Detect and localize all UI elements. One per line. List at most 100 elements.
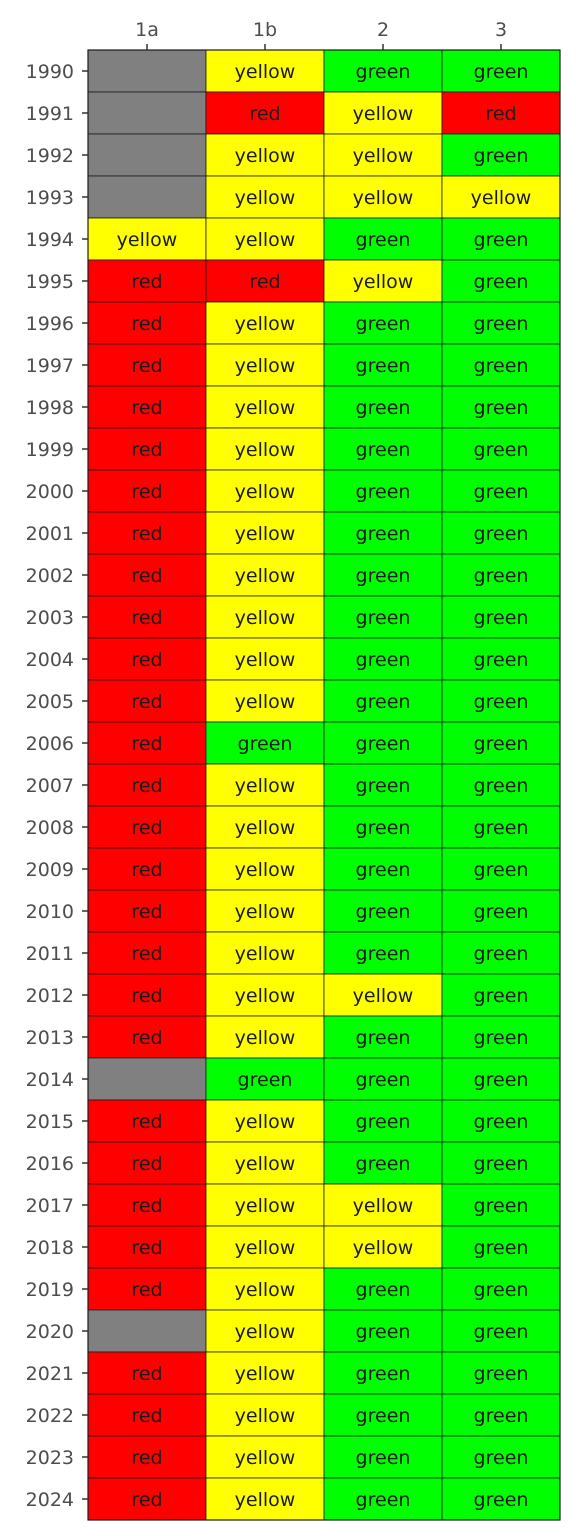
heatmap-cell-2008-1b (205, 805, 325, 849)
cell-label-1990-1b: yellow (235, 61, 296, 83)
cell-label-1996-2: green (356, 313, 411, 335)
heatmap-cell-1996-1b (205, 301, 325, 345)
heatmap-cell-2012-3 (441, 973, 561, 1017)
cell-label-2023-1a: red (131, 1447, 162, 1469)
heatmap-cell-2003-2 (323, 595, 443, 639)
heatmap-cell-2013-3 (441, 1015, 561, 1059)
cell-label-2023-3: green (474, 1447, 529, 1469)
cell-label-2022-2: green (356, 1405, 411, 1427)
cell-label-2018-1a: red (131, 1237, 162, 1259)
y-tick-label-2014: 2014 (26, 1069, 74, 1091)
cell-label-2007-1b: yellow (235, 775, 296, 797)
heatmap-cell-2023-1a (87, 1435, 207, 1479)
heatmap-cell-2001-2 (323, 511, 443, 555)
heatmap-cell-2018-2 (323, 1225, 443, 1269)
y-tick-label-2003: 2003 (26, 607, 74, 629)
heatmap-cell-2009-1b (205, 847, 325, 891)
cell-label-2021-2: green (356, 1363, 411, 1385)
heatmap-cell-2003-1a (87, 595, 207, 639)
heatmap-cell-2014-1a (87, 1057, 207, 1101)
heatmap-cell-2013-2 (323, 1015, 443, 1059)
cell-label-2003-1b: yellow (235, 607, 296, 629)
cell-label-1996-1b: yellow (235, 313, 296, 335)
y-tick-label-2018: 2018 (26, 1237, 74, 1259)
cell-label-1999-1a: red (131, 439, 162, 461)
y-tick-label-1994: 1994 (26, 229, 74, 251)
heatmap-cell-1994-3 (441, 217, 561, 261)
cell-label-2003-2: green (356, 607, 411, 629)
cell-label-1990-2: green (356, 61, 411, 83)
y-tick-label-2022: 2022 (26, 1405, 74, 1427)
cell-label-2024-3: green (474, 1489, 529, 1511)
heatmap-cell-1999-2 (323, 427, 443, 471)
heatmap-cell-1997-2 (323, 343, 443, 387)
y-tick-label-1999: 1999 (26, 439, 74, 461)
cell-label-2015-3: green (474, 1111, 529, 1133)
y-tick-label-2015: 2015 (26, 1111, 74, 1133)
cell-label-2017-3: green (474, 1195, 529, 1217)
cell-label-2017-2: yellow (353, 1195, 414, 1217)
cell-label-1996-3: green (474, 313, 529, 335)
y-tick-label-1998: 1998 (26, 397, 74, 419)
heatmap-cell-2006-3 (441, 721, 561, 765)
cell-label-2021-1b: yellow (235, 1363, 296, 1385)
cell-label-1992-3: green (474, 145, 529, 167)
heatmap-cell-2010-2 (323, 889, 443, 933)
cell-label-2023-2: green (356, 1447, 411, 1469)
heatmap-cell-1994-1a (87, 217, 207, 261)
heatmap-cell-2015-1b (205, 1099, 325, 1143)
x-tick-label-1a: 1a (135, 19, 159, 41)
cell-label-2016-2: green (356, 1153, 411, 1175)
heatmap-cell-2000-1b (205, 469, 325, 513)
heatmap-cell-2016-2 (323, 1141, 443, 1185)
heatmap-cell-2008-1a (87, 805, 207, 849)
cell-label-2016-3: green (474, 1153, 529, 1175)
y-tick-label-1991: 1991 (26, 103, 74, 125)
x-tick-label-2: 2 (377, 19, 389, 41)
cell-label-2015-1a: red (131, 1111, 162, 1133)
heatmap-cell-2015-1a (87, 1099, 207, 1143)
heatmap-cell-2019-1a (87, 1267, 207, 1311)
cell-label-2008-1a: red (131, 817, 162, 839)
cell-label-1998-2: green (356, 397, 411, 419)
cell-label-2013-1b: yellow (235, 1027, 296, 1049)
cell-label-1995-2: yellow (353, 271, 414, 293)
cell-label-2009-1a: red (131, 859, 162, 881)
cell-label-2008-1b: yellow (235, 817, 296, 839)
cell-label-2011-3: green (474, 943, 529, 965)
heatmap-cell-2011-2 (323, 931, 443, 975)
cell-label-1999-3: green (474, 439, 529, 461)
cell-label-2013-2: green (356, 1027, 411, 1049)
heatmap-cell-2004-2 (323, 637, 443, 681)
cell-label-2011-1b: yellow (235, 943, 296, 965)
cell-label-2003-3: green (474, 607, 529, 629)
cell-label-2001-1a: red (131, 523, 162, 545)
y-tick-label-2001: 2001 (26, 523, 74, 545)
cell-label-2010-1a: red (131, 901, 162, 923)
cell-label-2004-1a: red (131, 649, 162, 671)
cell-label-1995-3: green (474, 271, 529, 293)
y-tick-label-1996: 1996 (26, 313, 74, 335)
y-tick-label-2008: 2008 (26, 817, 74, 839)
cell-label-1997-3: green (474, 355, 529, 377)
y-tick-label-2016: 2016 (26, 1153, 74, 1175)
cell-label-2005-1b: yellow (235, 691, 296, 713)
cell-label-2000-3: green (474, 481, 529, 503)
cell-label-1991-1b: red (249, 103, 280, 125)
heatmap-cell-2007-2 (323, 763, 443, 807)
cell-label-2005-2: green (356, 691, 411, 713)
cell-label-1999-2: green (356, 439, 411, 461)
y-tick-label-2011: 2011 (26, 943, 74, 965)
cell-label-2001-3: green (474, 523, 529, 545)
heatmap-cell-2008-3 (441, 805, 561, 849)
cell-label-2002-3: green (474, 565, 529, 587)
cell-label-2009-2: green (356, 859, 411, 881)
cell-label-1993-1b: yellow (235, 187, 296, 209)
cell-label-2012-3: green (474, 985, 529, 1007)
heatmap-cell-1990-1b (205, 49, 325, 93)
cell-label-2002-1a: red (131, 565, 162, 587)
cell-label-2012-1a: red (131, 985, 162, 1007)
heatmap-cell-2001-1b (205, 511, 325, 555)
cell-label-2006-1a: red (131, 733, 162, 755)
heatmap-cell-1996-2 (323, 301, 443, 345)
